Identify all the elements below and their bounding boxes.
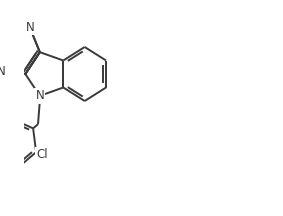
Text: Cl: Cl	[37, 148, 48, 161]
Text: N: N	[35, 89, 44, 102]
Text: N: N	[25, 21, 34, 34]
Text: N: N	[0, 65, 5, 78]
